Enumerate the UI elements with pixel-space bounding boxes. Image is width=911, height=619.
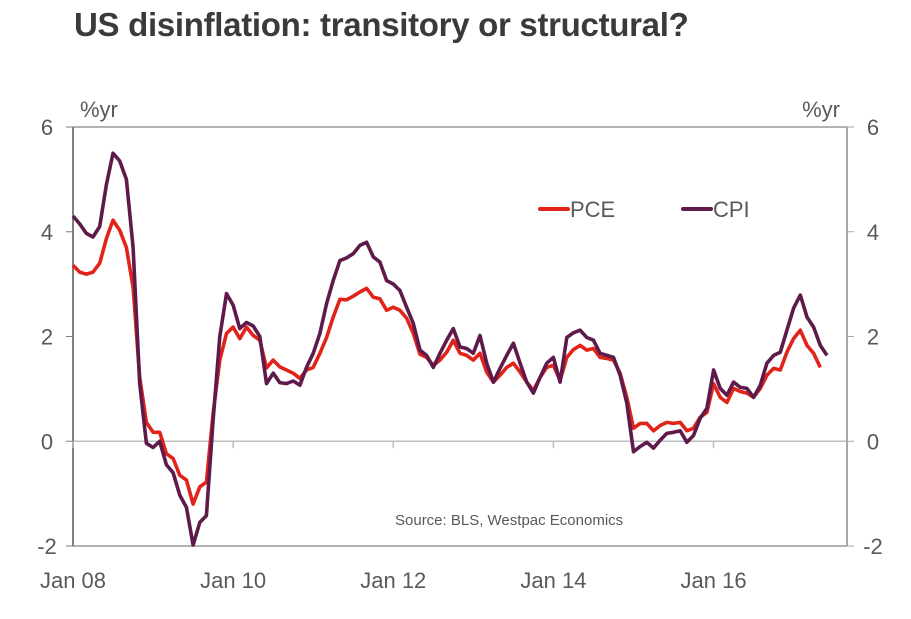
y-tick-label-right: 2 [867,325,879,350]
y-tick-label: 4 [41,220,53,245]
y-axis-left: -2 0 2 4 6 [37,115,73,559]
legend-label-cpi: CPI [713,197,750,222]
x-tick-label: Jan 16 [681,568,747,593]
y-tick-label: 0 [41,429,53,454]
y-axis-right-label: %yr [802,97,840,122]
x-tick-label: Jan 14 [520,568,586,593]
series-line-pce [71,218,822,506]
y-tick-label-right: 6 [867,115,879,140]
series-lines [71,151,829,547]
y-tick-label: 2 [41,325,53,350]
x-tick-label: Jan 10 [200,568,266,593]
legend-label-pce: PCE [570,197,615,222]
chart-title: US disinflation: transitory or structura… [74,6,689,43]
y-tick-label: -2 [37,534,57,559]
legend: PCE CPI [538,197,750,222]
y-axis-right: -2 0 2 4 6 [847,115,883,559]
x-tick-label: Jan 12 [360,568,426,593]
x-axis: Jan 08 Jan 10 Jan 12 Jan 14 Jan 16 [40,441,747,593]
source-note: Source: BLS, Westpac Economics [395,512,623,529]
y-tick-label-right: -2 [863,534,883,559]
y-tick-label-right: 4 [867,220,879,245]
x-tick-label: Jan 08 [40,568,106,593]
y-tick-label-right: 0 [867,429,879,454]
y-tick-label: 6 [41,115,53,140]
series-line-cpi [71,151,829,547]
y-axis-left-label: %yr [80,97,118,122]
